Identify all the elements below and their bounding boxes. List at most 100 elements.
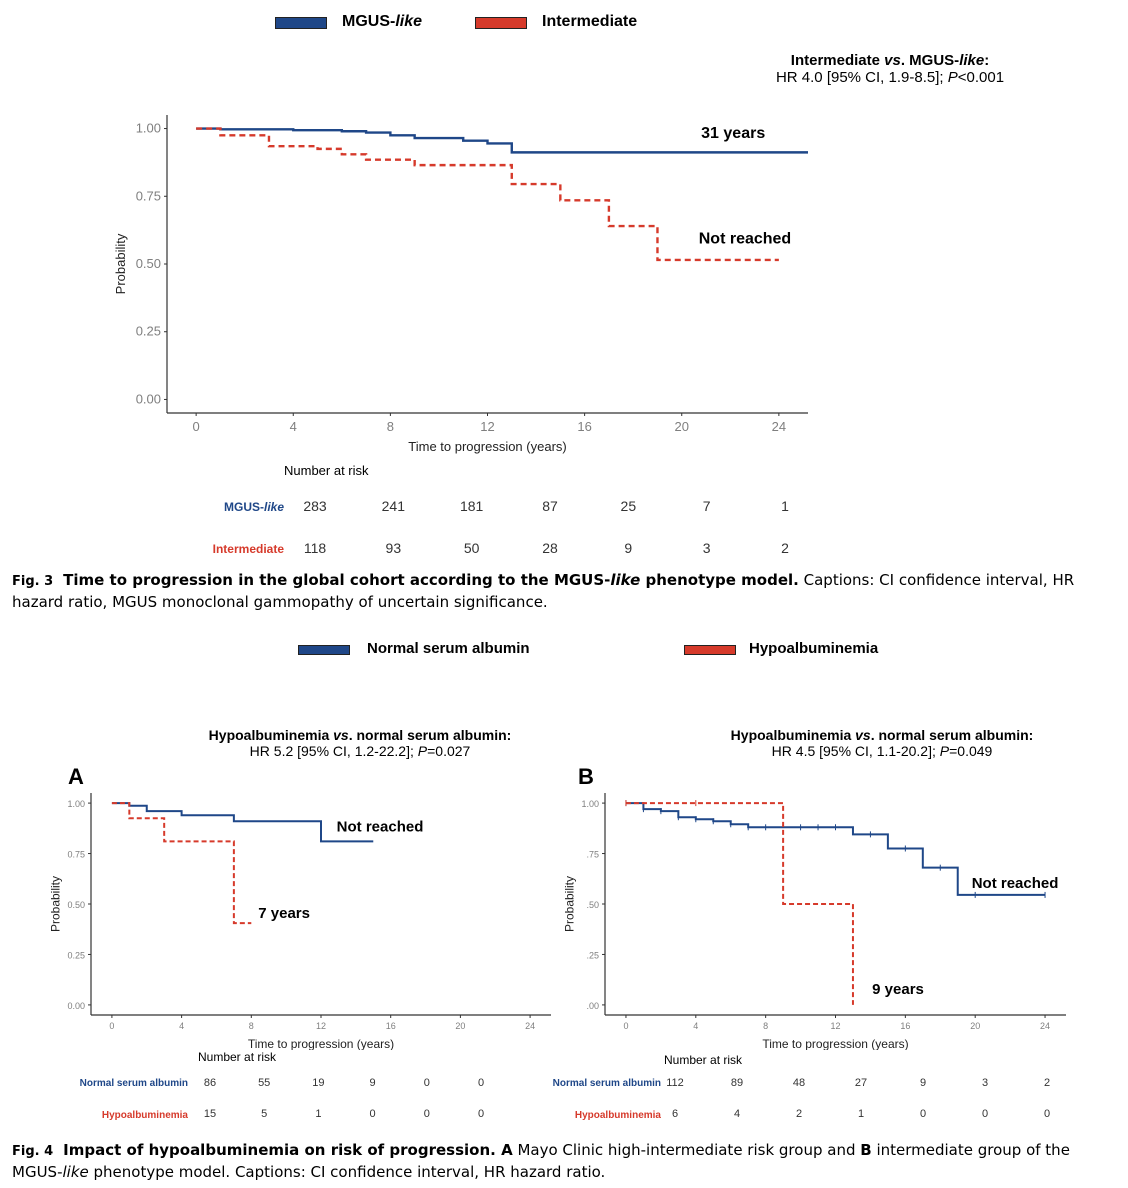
fig4b-km-chart: .00 .25 .50 .75 1.00 0 4 8 12 16 20 24 Time to progr…: [563, 793, 1066, 1050]
panel-letter-a: A: [68, 764, 84, 789]
risk-value: 0: [423, 1108, 430, 1120]
x-tick-label: 20: [675, 419, 689, 434]
y-tick-label: 0.25: [136, 324, 161, 339]
curve-annotation: 31 years: [701, 125, 765, 142]
fig4-caption: Fig. 4 Impact of hypoalbuminemia on risk …: [12, 1141, 1070, 1181]
legend-swatch-hypoalbuminemia: [684, 645, 736, 655]
risk-table-title: Number at risk: [198, 1050, 277, 1064]
risk-row-label-normal-albumin: Normal serum albumin: [79, 1078, 188, 1089]
risk-value: 87: [542, 498, 558, 514]
fig4b-hr-annotation: Hypoalbuminemia vs. normal serum albumin…: [692, 727, 1072, 759]
x-tick-label: 24: [525, 1021, 535, 1031]
y-tick-label: 0.00: [67, 1001, 85, 1011]
hr-line-1: Hypoalbuminemia vs. normal serum albumin…: [730, 727, 1034, 743]
fig3-caption: Fig. 3 Time to progression in the global …: [12, 571, 1075, 611]
km-curve-intermediate: [196, 127, 779, 262]
y-tick-label: 1.00: [581, 799, 599, 809]
legend-swatch-normal-albumin: [298, 645, 350, 655]
x-tick-label: 20: [455, 1021, 465, 1031]
risk-value: 3: [981, 1077, 989, 1089]
risk-value: 2: [795, 1108, 803, 1120]
risk-value: 27: [854, 1077, 868, 1089]
y-tick-label: 0.50: [67, 900, 85, 910]
legend-label-normal-albumin: Normal serum albumin: [367, 640, 530, 657]
curve-annotation: 7 years: [258, 905, 310, 922]
curve-annotation: 9 years: [872, 981, 924, 998]
legend-text: MGUS-: [342, 13, 396, 30]
risk-value: 15: [203, 1108, 217, 1120]
risk-value: 9: [919, 1077, 927, 1089]
panel-letter-b: B: [578, 764, 594, 789]
y-tick-label: 1.00: [67, 799, 85, 809]
y-axis-label: Probability: [113, 233, 128, 294]
x-tick-label: 0: [193, 419, 200, 434]
x-tick-label: 8: [249, 1021, 254, 1031]
risk-value: 112: [666, 1077, 684, 1089]
x-tick-label: 0: [109, 1021, 114, 1031]
y-tick-label: 0.50: [136, 256, 161, 271]
x-tick-label: 4: [179, 1021, 184, 1031]
x-tick-label: 12: [830, 1021, 840, 1031]
risk-value: 283: [303, 498, 327, 514]
x-tick-label: 16: [386, 1021, 396, 1031]
risk-value: 6: [671, 1108, 679, 1120]
risk-value: 0: [919, 1108, 927, 1120]
risk-value: 1: [857, 1108, 865, 1120]
risk-table-title: Number at risk: [664, 1053, 743, 1067]
x-axis-label: Time to progression (years): [762, 1037, 908, 1050]
x-tick-label: 8: [387, 419, 394, 434]
legend-text-italic: like: [395, 13, 423, 30]
risk-value: 0: [369, 1108, 376, 1120]
risk-value: 89: [730, 1077, 744, 1089]
legend-label-intermediate: Intermediate: [542, 13, 637, 31]
x-tick-label: 12: [316, 1021, 326, 1031]
legend-label-mgus-like: MGUS-like: [342, 13, 422, 31]
risk-value: 28: [542, 540, 558, 556]
risk-value: 0: [1043, 1108, 1051, 1120]
x-tick-label: 12: [480, 419, 494, 434]
x-tick-label: 24: [1040, 1021, 1050, 1031]
risk-value: 5: [261, 1108, 268, 1120]
y-tick-label: .50: [586, 900, 599, 910]
risk-table-title: Number at risk: [284, 463, 369, 478]
x-tick-label: 4: [693, 1021, 698, 1031]
fig4a-km-chart: 0.00 0.25 0.50 0.75 1.00 0 4 8 12 16 20 24 Time to p…: [49, 793, 551, 1050]
x-axis-label: Time to progression (years): [408, 439, 566, 454]
y-tick-label: 1.00: [136, 121, 161, 136]
risk-value: 48: [792, 1077, 806, 1089]
y-tick-label: 0.25: [67, 950, 85, 960]
risk-value: 9: [624, 540, 633, 556]
km-curve-mgus-like: [196, 127, 808, 154]
risk-value: 2: [781, 540, 789, 556]
risk-value: 0: [423, 1077, 430, 1089]
hr-line-1: Intermediate vs. MGUS-like:: [790, 52, 990, 69]
risk-value: 0: [981, 1108, 989, 1120]
risk-value: 1: [315, 1108, 322, 1120]
x-tick-label: 16: [577, 419, 591, 434]
legend-swatch-mgus-like: [275, 17, 327, 29]
x-tick-label: 16: [900, 1021, 910, 1031]
risk-row-label-mgus-like: MGUS-like: [223, 500, 284, 514]
hr-line-2: HR 4.5 [95% CI, 1.1-20.2]; P=0.049: [771, 743, 993, 759]
risk-value: 181: [459, 498, 484, 514]
fig3-hr-annotation: Intermediate vs. MGUS-like: HR 4.0 [95% …: [700, 52, 1080, 86]
curve-annotation: Not reached: [337, 818, 424, 835]
fig4a-hr-annotation: Hypoalbuminemia vs. normal serum albumin…: [170, 727, 550, 759]
risk-value: 55: [258, 1077, 271, 1089]
km-curve-normal-serum-albumin: [111, 802, 374, 843]
y-tick-label: .25: [586, 950, 599, 960]
y-tick-label: 0.75: [136, 188, 161, 203]
km-curve-hypoalbuminemia: [111, 802, 252, 925]
risk-value: 25: [620, 498, 637, 514]
risk-value: 9: [369, 1077, 376, 1089]
hr-line-2: HR 4.0 [95% CI, 1.9-8.5]; P<0.001: [775, 69, 1005, 86]
risk-row-label-hypoalbuminemia: Hypoalbuminemia: [574, 1110, 661, 1121]
fig3-km-chart: 0.00 0.25 0.50 0.75 1.00 0 4 8 12 16 20 24 Time to p…: [113, 115, 808, 454]
y-axis-label: Probability: [563, 876, 577, 932]
risk-value: 4: [733, 1108, 741, 1120]
x-axis-label: Time to progression (years): [248, 1037, 394, 1050]
km-curve-hypoalbuminemia: [625, 802, 854, 1005]
y-axis-label: Probability: [49, 876, 63, 932]
risk-row-label-normal-albumin: Normal serum albumin: [552, 1078, 661, 1089]
y-tick-label: .00: [586, 1001, 599, 1011]
